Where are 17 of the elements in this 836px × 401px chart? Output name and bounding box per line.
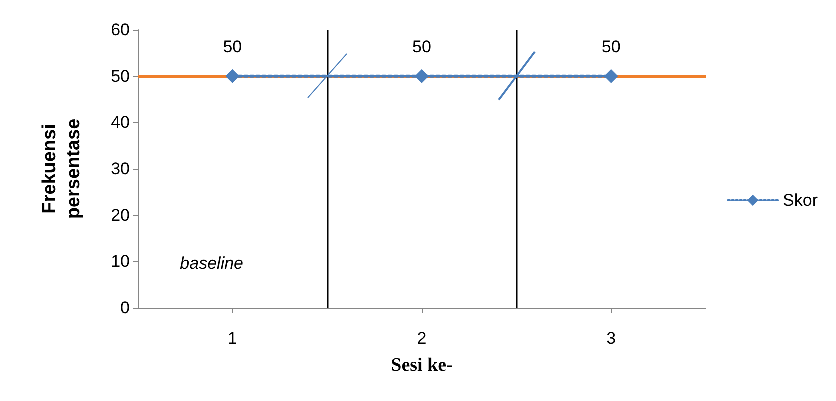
y-tick-label: 30 [111,160,130,178]
y-axis-title: Frekuensi persentase [40,118,84,220]
x-axis-title: Sesi ke- [391,355,453,376]
legend-label: Skor [783,191,818,210]
data-label: 50 [223,37,242,56]
x-tick-label: 2 [417,329,427,348]
y-tick-label: 10 [111,252,130,272]
data-label: 50 [602,37,621,56]
y-tick-label: 20 [111,206,130,225]
y-tick-label: 60 [111,20,130,40]
data-label: 50 [412,37,432,56]
x-tick-label: 3 [606,329,616,348]
annotation: baseline [180,254,244,274]
y-tick-label: 50 [111,66,130,86]
y-tick-label: 40 [111,113,130,132]
x-tick-label: 1 [228,329,238,348]
y-tick-label: 0 [120,298,130,318]
